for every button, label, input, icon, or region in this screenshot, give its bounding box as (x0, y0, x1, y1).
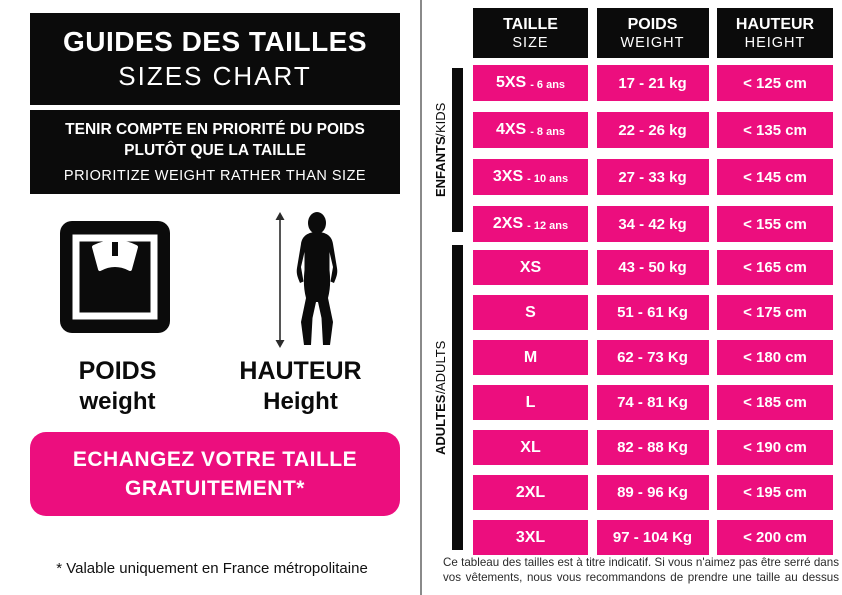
table-row: L 74 - 81 Kg < 185 cm (473, 385, 833, 420)
height-cell: < 195 cm (717, 475, 833, 510)
size-cell: 3XL (473, 520, 588, 555)
footnote: * Valable uniquement en France métropoli… (56, 560, 368, 577)
size-cell: 3XS - 10 ans (473, 159, 588, 195)
table-row: 4XS - 8 ans 22 - 26 kg < 135 cm (473, 112, 833, 148)
adults-section-rail: ADULTES / ADULTS (430, 245, 463, 550)
kids-rows-group: 5XS - 6 ans 17 - 21 kg < 125 cm 4XS - 8 an… (473, 65, 833, 242)
table-row: XL 82 - 88 Kg < 190 cm (473, 430, 833, 465)
weight-cell: 82 - 88 Kg (596, 430, 709, 465)
page-title: GUIDES DES TAILLES SIZES CHART (30, 13, 400, 105)
height-cell: < 190 cm (717, 430, 833, 465)
header-size: TAILLE SIZE (473, 8, 588, 58)
vertical-divider (420, 0, 422, 595)
size-table: TAILLE SIZE POIDS WEIGHT HAUTEUR HEIGHT … (473, 8, 833, 555)
height-cell: < 185 cm (717, 385, 833, 420)
priority-notice: TENIR COMPTE EN PRIORITÉ DU POIDS PLUTÔT… (30, 110, 400, 194)
table-row: S 51 - 61 Kg < 175 cm (473, 295, 833, 330)
title-english: SIZES CHART (118, 61, 312, 91)
weight-label-english: weight (79, 387, 156, 415)
header-weight: POIDS WEIGHT (596, 8, 709, 58)
table-row: XS 43 - 50 kg < 165 cm (473, 250, 833, 285)
weight-cell: 43 - 50 kg (596, 250, 709, 285)
weight-cell: 34 - 42 kg (596, 206, 709, 242)
height-cell: < 165 cm (717, 250, 833, 285)
adults-rows-group: XS 43 - 50 kg < 165 cm S 51 - 61 Kg < 17… (473, 250, 833, 555)
weight-cell: 62 - 73 Kg (596, 340, 709, 375)
height-cell: < 125 cm (717, 65, 833, 101)
weight-cell: 74 - 81 Kg (596, 385, 709, 420)
size-cell: M (473, 340, 588, 375)
size-cell: XS (473, 250, 588, 285)
table-row: 5XS - 6 ans 17 - 21 kg < 125 cm (473, 65, 833, 101)
size-cell: 4XS - 8 ans (473, 112, 588, 148)
kids-section-rail: ENFANTS / KIDS (430, 68, 463, 232)
weight-cell: 27 - 33 kg (596, 159, 709, 195)
height-cell: < 145 cm (717, 159, 833, 195)
size-cell: S (473, 295, 588, 330)
height-cell: < 180 cm (717, 340, 833, 375)
table-row: M 62 - 73 Kg < 180 cm (473, 340, 833, 375)
notice-french-line1: TENIR COMPTE EN PRIORITÉ DU POIDS (65, 121, 365, 139)
weight-cell: 89 - 96 Kg (596, 475, 709, 510)
person-height-icon (275, 212, 338, 348)
table-header-row: TAILLE SIZE POIDS WEIGHT HAUTEUR HEIGHT (473, 8, 833, 58)
size-cell: 2XS - 12 ans (473, 206, 588, 242)
kids-section-bar (452, 68, 463, 232)
table-row: 3XL 97 - 104 Kg < 200 cm (473, 520, 833, 555)
height-label-french: HAUTEUR (239, 357, 362, 385)
height-cell: < 135 cm (717, 112, 833, 148)
size-cell: XL (473, 430, 588, 465)
header-height: HAUTEUR HEIGHT (717, 8, 833, 58)
notice-french-line2: PLUTÔT QUE LA TAILLE (124, 141, 306, 159)
weight-label-french: POIDS (78, 357, 157, 385)
size-cell: 2XL (473, 475, 588, 510)
free-size-exchange-button[interactable]: ECHANGEZ VOTRE TAILLE GRATUITEMENT* (30, 432, 400, 516)
weight-cell: 51 - 61 Kg (596, 295, 709, 330)
table-disclaimer: Ce tableau des tailles est à titre indic… (443, 556, 839, 584)
size-cell: L (473, 385, 588, 420)
height-cell: < 175 cm (717, 295, 833, 330)
weight-pictogram-label: POIDS weight (40, 356, 195, 416)
height-pictogram-label: HAUTEUR Height (228, 356, 373, 416)
exchange-button-line2: GRATUITEMENT* (125, 477, 305, 500)
title-french: GUIDES DES TAILLES (62, 26, 368, 57)
size-cell: 5XS - 6 ans (473, 65, 588, 101)
adults-section-bar (452, 245, 463, 550)
kids-section-label: ENFANTS / KIDS (433, 102, 448, 198)
table-row: 2XS - 12 ans 34 - 42 kg < 155 cm (473, 206, 833, 242)
weight-cell: 17 - 21 kg (596, 65, 709, 101)
height-cell: < 200 cm (717, 520, 833, 555)
height-label-english: Height (263, 387, 338, 415)
weight-cell: 97 - 104 Kg (596, 520, 709, 555)
table-row: 3XS - 10 ans 27 - 33 kg < 145 cm (473, 159, 833, 195)
notice-english: PRIORITIZE WEIGHT RATHER THAN SIZE (63, 167, 367, 184)
exchange-button-line1: ECHANGEZ VOTRE TAILLE (72, 447, 358, 471)
table-row: 2XL 89 - 96 Kg < 195 cm (473, 475, 833, 510)
weight-cell: 22 - 26 kg (596, 112, 709, 148)
height-cell: < 155 cm (717, 206, 833, 242)
weight-scale-icon (60, 221, 170, 333)
adults-section-label: ADULTES / ADULTS (433, 340, 448, 455)
